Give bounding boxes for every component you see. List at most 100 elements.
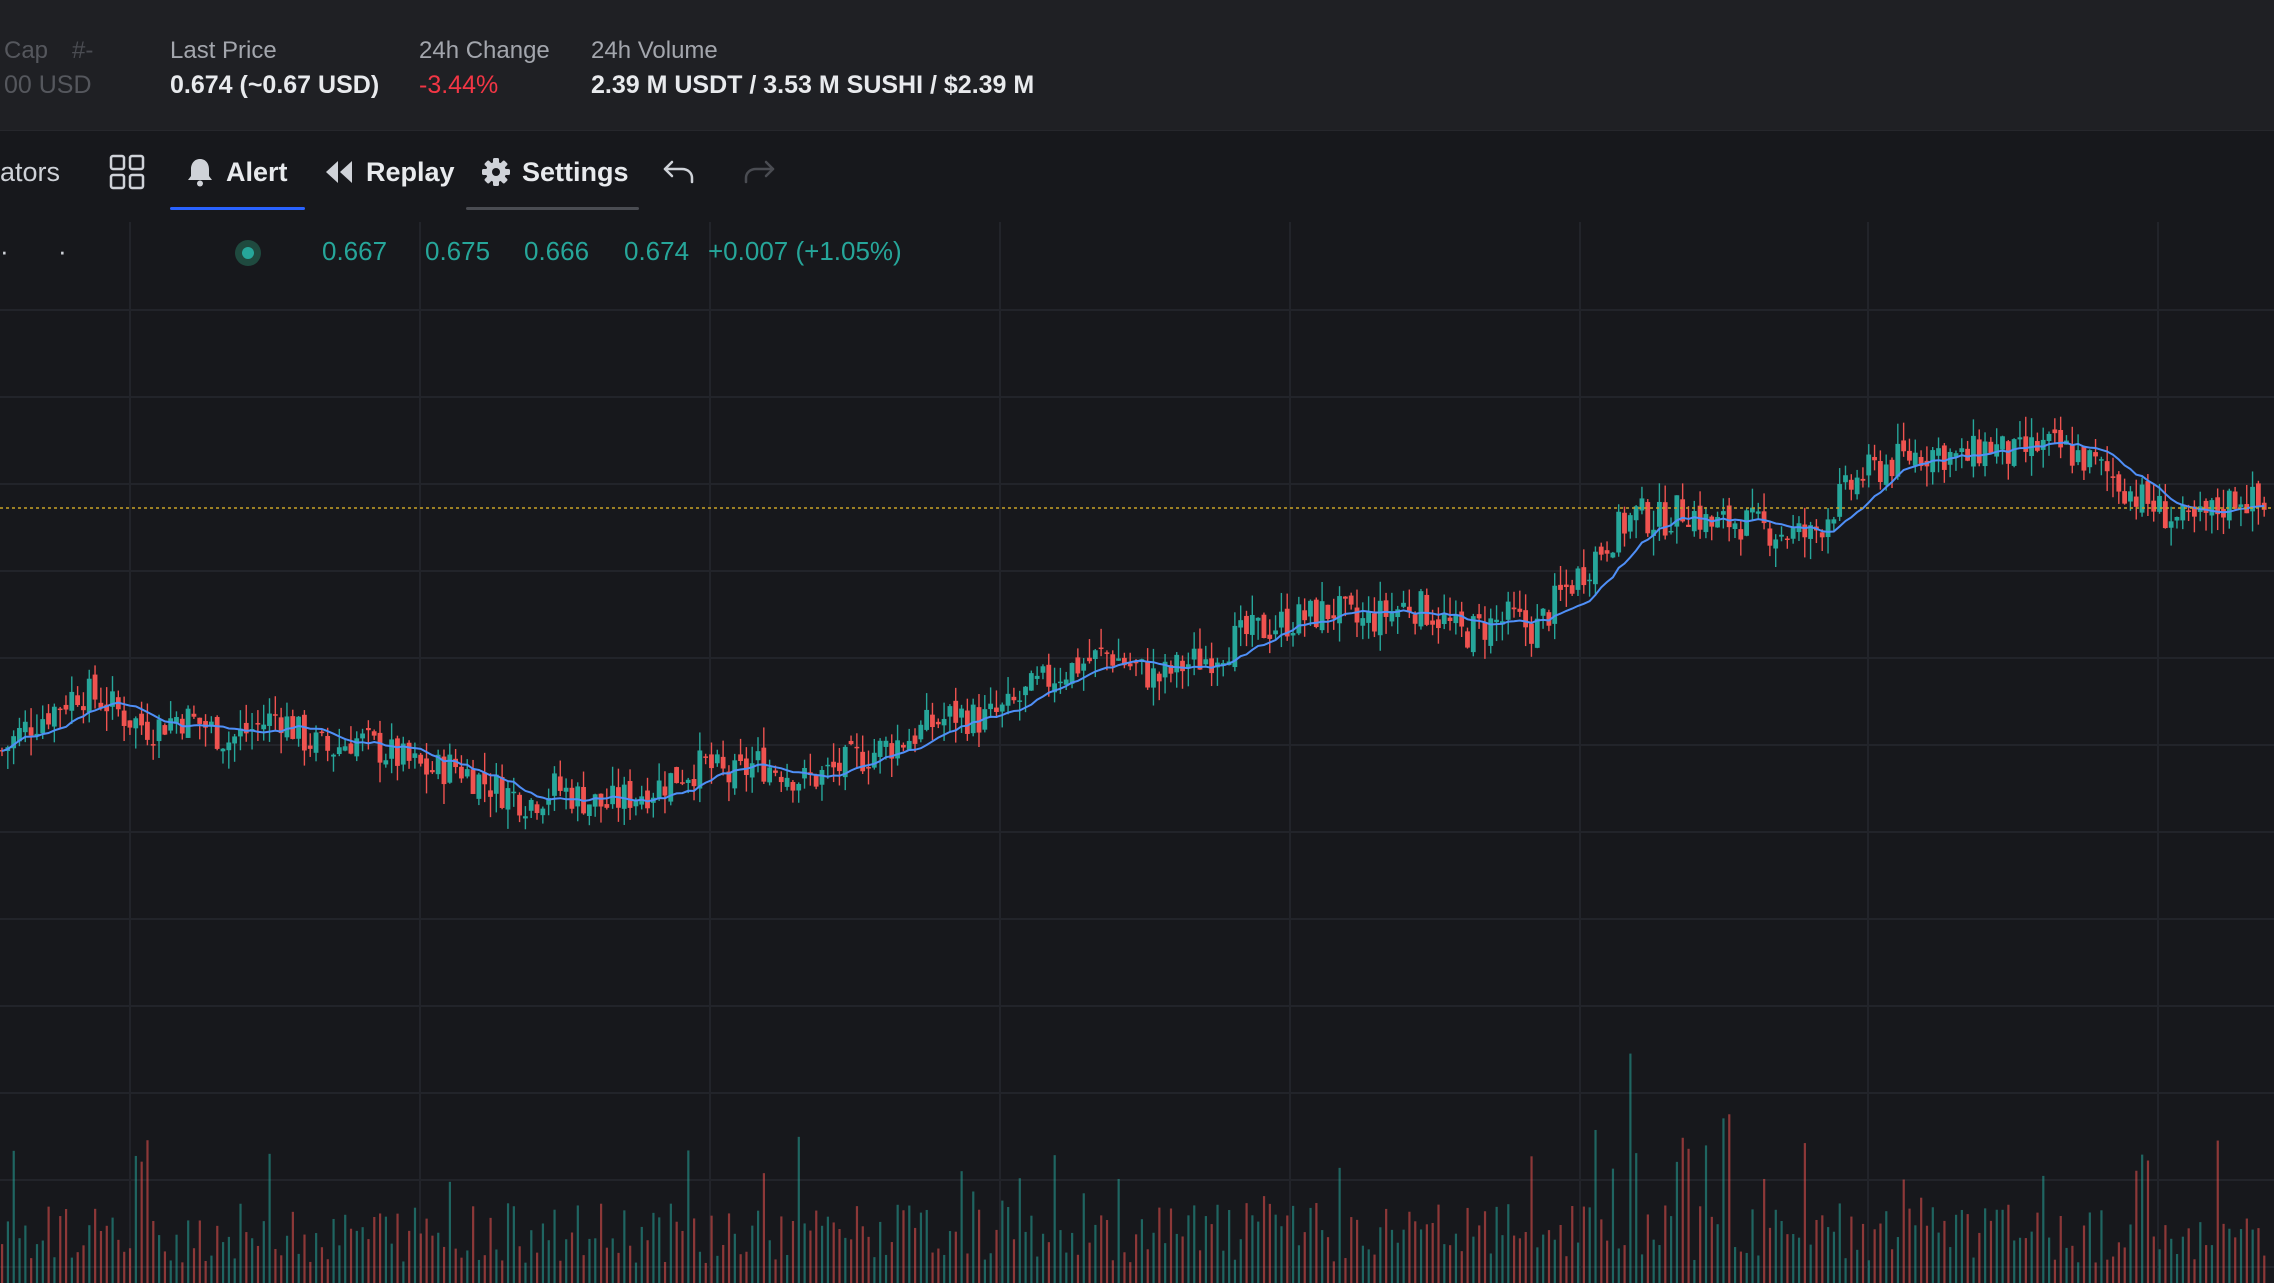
volume-bar-up: [1164, 1243, 1167, 1283]
candle-body-down: [499, 777, 505, 808]
candle-body-up: [17, 727, 22, 742]
volume-bar-down: [1100, 1215, 1103, 1283]
candle-body-up: [1470, 616, 1476, 653]
candle-body-down: [1523, 610, 1529, 628]
volume-bar-up: [221, 1242, 225, 1283]
volume-bar-up: [1094, 1224, 1097, 1283]
volume-bar-up: [547, 1240, 550, 1283]
volume-bar-up: [1658, 1245, 1661, 1283]
volume-bar-up: [1396, 1242, 1399, 1283]
candle-body-up: [1831, 519, 1837, 524]
candle-body-down: [121, 710, 127, 726]
volume-24h-label: 24h Volume: [591, 37, 718, 64]
volume-bar-down: [1786, 1234, 1789, 1283]
alert-button[interactable]: Alert: [186, 131, 288, 213]
candle-body-up: [1994, 444, 2000, 457]
candle-body-down: [1145, 662, 1151, 688]
candle-body-down: [773, 770, 778, 773]
candle-body-down: [2023, 436, 2029, 452]
candle-body-down: [1197, 648, 1203, 670]
volume-bar-down: [291, 1211, 294, 1283]
volume-bar-up: [1594, 1129, 1597, 1283]
candle-body-down: [860, 751, 866, 772]
candle-body-up: [2046, 433, 2052, 442]
candlestick-chart-svg[interactable]: [0, 222, 2274, 1283]
volume-bar-down: [1681, 1137, 1684, 1283]
last-price-stat: Last Price 0.674 (~0.67 USD): [170, 36, 379, 102]
volume-bar-up: [175, 1234, 178, 1283]
volume-bar-down: [2146, 1160, 2150, 1283]
candle-body-up: [877, 740, 883, 757]
volume-bar-down: [1646, 1214, 1649, 1283]
legend-marker: ·: [58, 236, 67, 266]
candle-body-down: [1342, 596, 1348, 599]
volume-bar-up: [35, 1244, 39, 1283]
volume-bar-up: [1844, 1258, 1847, 1283]
moving-average-line: [1, 441, 2265, 803]
volume-bar-up: [768, 1240, 771, 1283]
candle-body-down: [365, 728, 371, 731]
candle-body-up: [2098, 459, 2104, 461]
candle-body-down: [1011, 696, 1017, 701]
candle-body-up: [1040, 666, 1046, 673]
candle-body-up: [895, 740, 900, 759]
settings-underline: [466, 207, 639, 210]
price-chart[interactable]: [0, 222, 2274, 1283]
candle-body-up: [546, 797, 552, 805]
candle-body-down: [2203, 500, 2209, 513]
layout-button[interactable]: [108, 131, 158, 213]
indicators-button[interactable]: ators: [0, 131, 60, 213]
candle-body-up: [1069, 663, 1075, 684]
volume-bar-down: [192, 1248, 196, 1283]
candle-body-down: [964, 710, 970, 734]
candle-body-down: [1430, 620, 1435, 625]
volume-bar-up: [530, 1230, 533, 1283]
candle-body-up: [1936, 448, 1941, 456]
volume-bar-down: [1815, 1219, 1818, 1283]
redo-button[interactable]: [742, 131, 788, 213]
candle-body-down: [348, 743, 354, 754]
candle-body-up: [1912, 452, 1918, 466]
candle-body-up: [296, 716, 301, 739]
candle-body-up: [133, 718, 139, 729]
candle-body-up: [238, 728, 243, 737]
candle-body-down: [278, 717, 284, 734]
undo-button[interactable]: [662, 131, 708, 213]
candle-body-down: [720, 756, 726, 769]
candle-body-up: [871, 752, 877, 768]
candle-body-down: [1354, 607, 1360, 623]
candle-body-down: [994, 707, 999, 712]
candle-body-up: [1366, 612, 1372, 623]
candle-body-down: [243, 722, 249, 734]
candle-body-down: [2255, 483, 2261, 506]
candle-body-up: [232, 736, 238, 744]
volume-bar-up: [2210, 1245, 2214, 1283]
volume-bar-down: [1623, 1245, 1626, 1283]
volume-bar-up: [187, 1220, 190, 1283]
candle-body-down: [1348, 595, 1354, 605]
volume-bar-up: [640, 1226, 643, 1283]
candle-body-down: [302, 714, 307, 751]
settings-button[interactable]: Settings: [482, 131, 629, 213]
candle-body-down: [1581, 567, 1587, 586]
candle-body-down: [1598, 546, 1604, 555]
volume-bar-up: [1896, 1237, 1900, 1283]
volume-bar-down: [140, 1161, 143, 1283]
volume-bar-up: [687, 1150, 690, 1283]
replay-button[interactable]: Replay: [324, 131, 455, 213]
volume-bar-up: [611, 1238, 614, 1283]
candle-body-up: [2226, 490, 2232, 521]
candle-body-up: [435, 754, 441, 775]
candle-body-up: [11, 736, 17, 749]
candle-body-up: [947, 706, 953, 717]
candle-body-up: [1575, 568, 1581, 590]
volume-bar-down: [2205, 1245, 2208, 1283]
volume-bar-up: [268, 1153, 271, 1283]
volume-bar-up: [1030, 1215, 1033, 1283]
candle-body-down: [2145, 481, 2151, 504]
grid-layout-icon: [109, 154, 145, 190]
volume-bar-up: [413, 1207, 417, 1283]
candle-body-up: [1540, 608, 1546, 616]
market-cap-value: 00 USD: [4, 71, 92, 99]
candle-body-up: [1866, 454, 1872, 476]
